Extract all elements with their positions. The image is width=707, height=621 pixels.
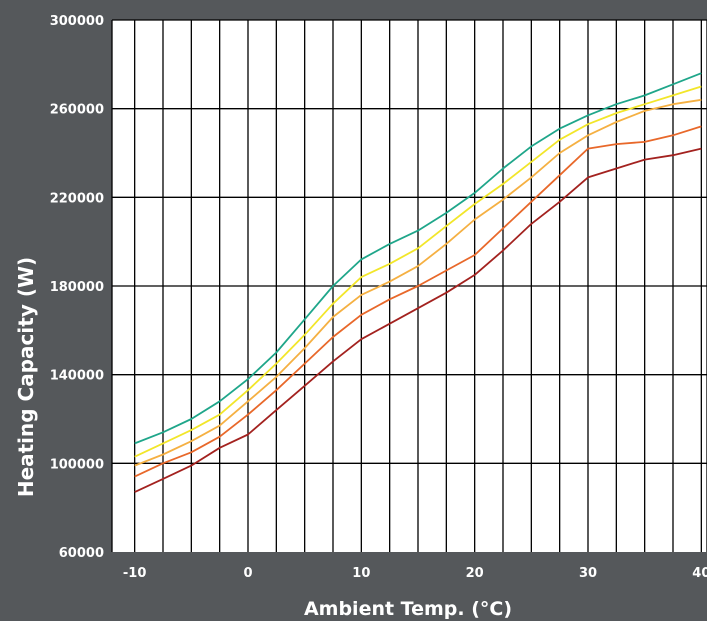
x-tick-label: 30 bbox=[579, 566, 597, 581]
y-tick-label: 260000 bbox=[50, 103, 104, 118]
y-tick-label: 180000 bbox=[50, 280, 104, 295]
series-line-4 bbox=[134, 125, 702, 478]
series-line-1 bbox=[134, 72, 702, 445]
y-tick-label: 300000 bbox=[50, 14, 104, 29]
x-axis-title: Ambient Temp. (°C) bbox=[304, 598, 512, 620]
series-line-3 bbox=[134, 98, 702, 467]
y-axis-title: Heating Capacity (W) bbox=[14, 257, 38, 497]
x-tick-label: 40 bbox=[692, 566, 707, 581]
y-tick-label: 100000 bbox=[50, 457, 104, 472]
x-tick-label: 10 bbox=[352, 566, 370, 581]
series-line-2 bbox=[134, 85, 702, 458]
tick-labels: -10 0 10 20 30 40 300000 260000 220000 180000 1400… bbox=[50, 14, 707, 581]
y-tick-label: 220000 bbox=[50, 191, 104, 206]
y-tick-label: 140000 bbox=[50, 369, 104, 384]
series-line-5 bbox=[134, 147, 702, 493]
grid bbox=[111, 19, 707, 552]
series-group bbox=[134, 72, 702, 493]
x-tick-label: 20 bbox=[466, 566, 484, 581]
y-tick-label: 60000 bbox=[59, 546, 104, 561]
x-tick-label: -10 bbox=[123, 566, 147, 581]
x-tick-label: 0 bbox=[243, 566, 252, 581]
